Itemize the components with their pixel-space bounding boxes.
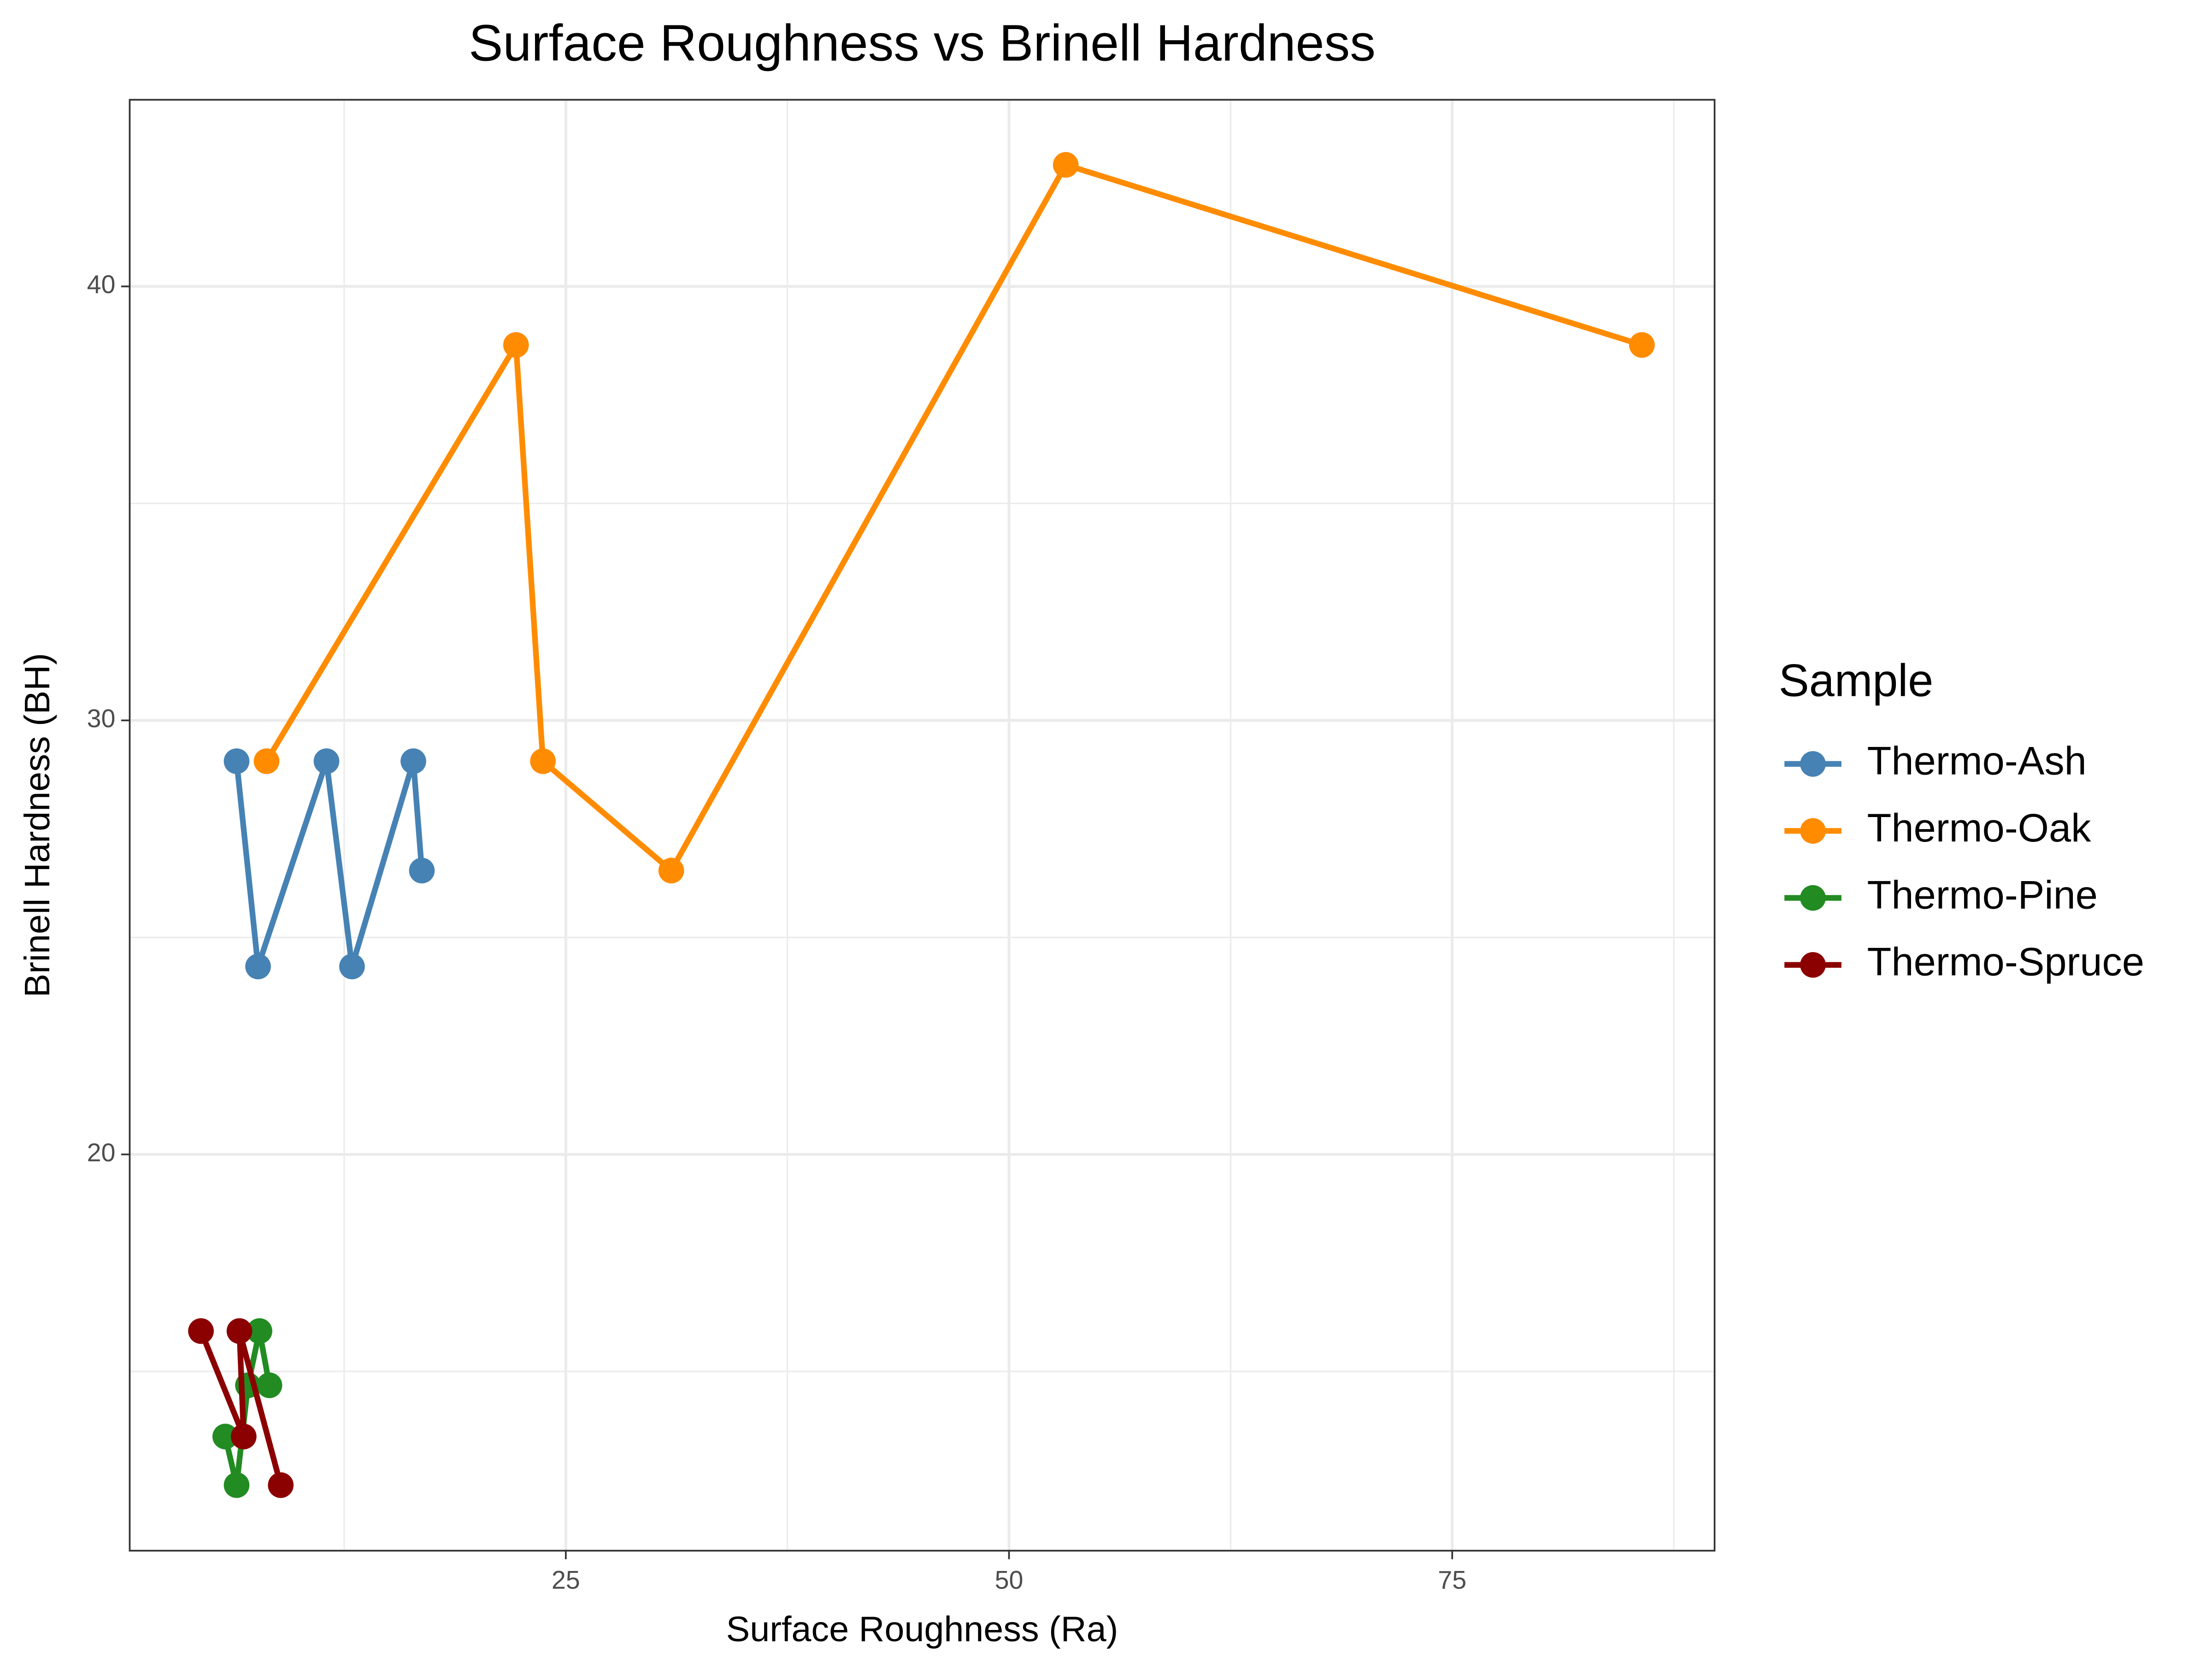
data-point [313,748,340,774]
series-line [234,760,425,968]
chart-title: Surface Roughness vs Brinell Hardness [469,14,1376,71]
data-point [247,1318,272,1344]
data-point [230,1424,257,1450]
data-point [1629,332,1655,358]
legend-marker [1800,885,1826,911]
legend-label: Thermo-Pine [1867,873,2098,917]
data-point [339,953,365,980]
data-point [1053,152,1079,178]
data-point [253,748,280,774]
grid [129,100,1715,1551]
data-point [268,1472,294,1498]
legend-marker [1800,818,1826,844]
x-axis-label: Surface Roughness (Ra) [726,1610,1118,1649]
data-point [224,748,250,774]
legend-label: Thermo-Oak [1867,806,2092,850]
y-axis-label: Brinell Hardness (BH) [18,653,57,997]
legend-label: Thermo-Ash [1867,739,2087,783]
legend-marker [1800,751,1826,777]
legend-marker [1800,952,1826,978]
x-tick-label: 50 [995,1566,1024,1594]
data-point [224,1472,250,1498]
y-tick-label: 20 [87,1138,116,1167]
x-tick-label: 25 [552,1566,580,1594]
series-line [264,161,1643,875]
data-point [400,748,426,774]
data-point [245,953,271,980]
data-point [409,858,435,883]
data-point [256,1372,282,1398]
y-tick-label: 30 [87,704,116,733]
data-point [226,1318,253,1344]
legend-label: Thermo-Spruce [1867,940,2144,984]
data-point [212,1424,238,1450]
data-point [530,748,556,774]
plot-border [129,99,1716,1552]
legend-title: Sample [1779,655,1934,706]
series-line [198,1330,284,1486]
y-tick-label: 40 [87,270,116,299]
data-point [658,858,684,883]
data-point [188,1318,214,1344]
data-point [503,332,529,358]
x-tick-label: 75 [1438,1566,1466,1594]
